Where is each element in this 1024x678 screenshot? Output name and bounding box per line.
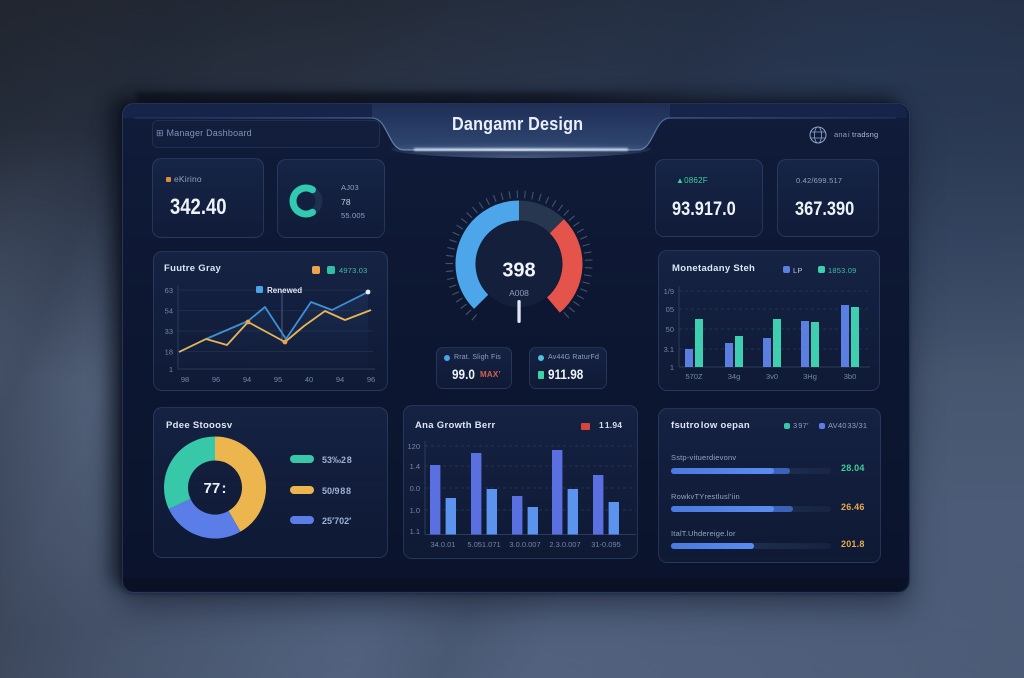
svg-text:3.1: 3.1 [664, 345, 674, 354]
svg-text:98: 98 [181, 375, 189, 384]
svg-text:1.4: 1.4 [410, 462, 420, 471]
svg-text:63: 63 [165, 286, 173, 295]
svg-text:53‰2 8: 53‰2 8 [322, 455, 352, 465]
svg-text:120: 120 [407, 442, 420, 451]
svg-text:50/9 8 8: 50/9 8 8 [322, 486, 351, 496]
svg-text:0.0: 0.0 [410, 484, 420, 493]
svg-text:31-0.095: 31-0.095 [591, 540, 621, 549]
svg-text:2.3.0.007: 2.3.0.007 [549, 540, 580, 549]
svg-text:Renewed: Renewed [267, 286, 302, 295]
svg-text:3v0: 3v0 [766, 372, 778, 381]
svg-text:1/9: 1/9 [664, 287, 674, 296]
svg-text:94: 94 [243, 375, 251, 384]
svg-text:95: 95 [274, 375, 282, 384]
svg-text:34.0.01: 34.0.01 [430, 540, 455, 549]
svg-text:50: 50 [666, 325, 674, 334]
svg-text:1: 1 [169, 365, 173, 374]
svg-text:34g: 34g [728, 372, 741, 381]
svg-text:25′702′: 25′702′ [322, 516, 351, 526]
svg-text:96: 96 [212, 375, 220, 384]
svg-text:18: 18 [165, 348, 173, 357]
svg-text:1.0: 1.0 [410, 506, 420, 515]
svg-text:1.1: 1.1 [410, 527, 420, 536]
svg-text:A008: A008 [509, 288, 529, 298]
svg-text:94: 94 [336, 375, 344, 384]
svg-text:3.0.0.007: 3.0.0.007 [509, 540, 540, 549]
svg-text:3Hg: 3Hg [803, 372, 817, 381]
svg-text:05: 05 [666, 305, 674, 314]
svg-text:33: 33 [165, 327, 173, 336]
svg-text:54: 54 [165, 307, 173, 316]
svg-text:570Z: 570Z [685, 372, 703, 381]
svg-text:77 :: 77 : [204, 480, 227, 497]
svg-text:5.051.071: 5.051.071 [467, 540, 500, 549]
svg-text:3b0: 3b0 [844, 372, 857, 381]
svg-text:96: 96 [367, 375, 375, 384]
svg-text:40: 40 [305, 375, 313, 384]
svg-text:398: 398 [502, 260, 535, 282]
svg-text:1: 1 [670, 363, 674, 372]
